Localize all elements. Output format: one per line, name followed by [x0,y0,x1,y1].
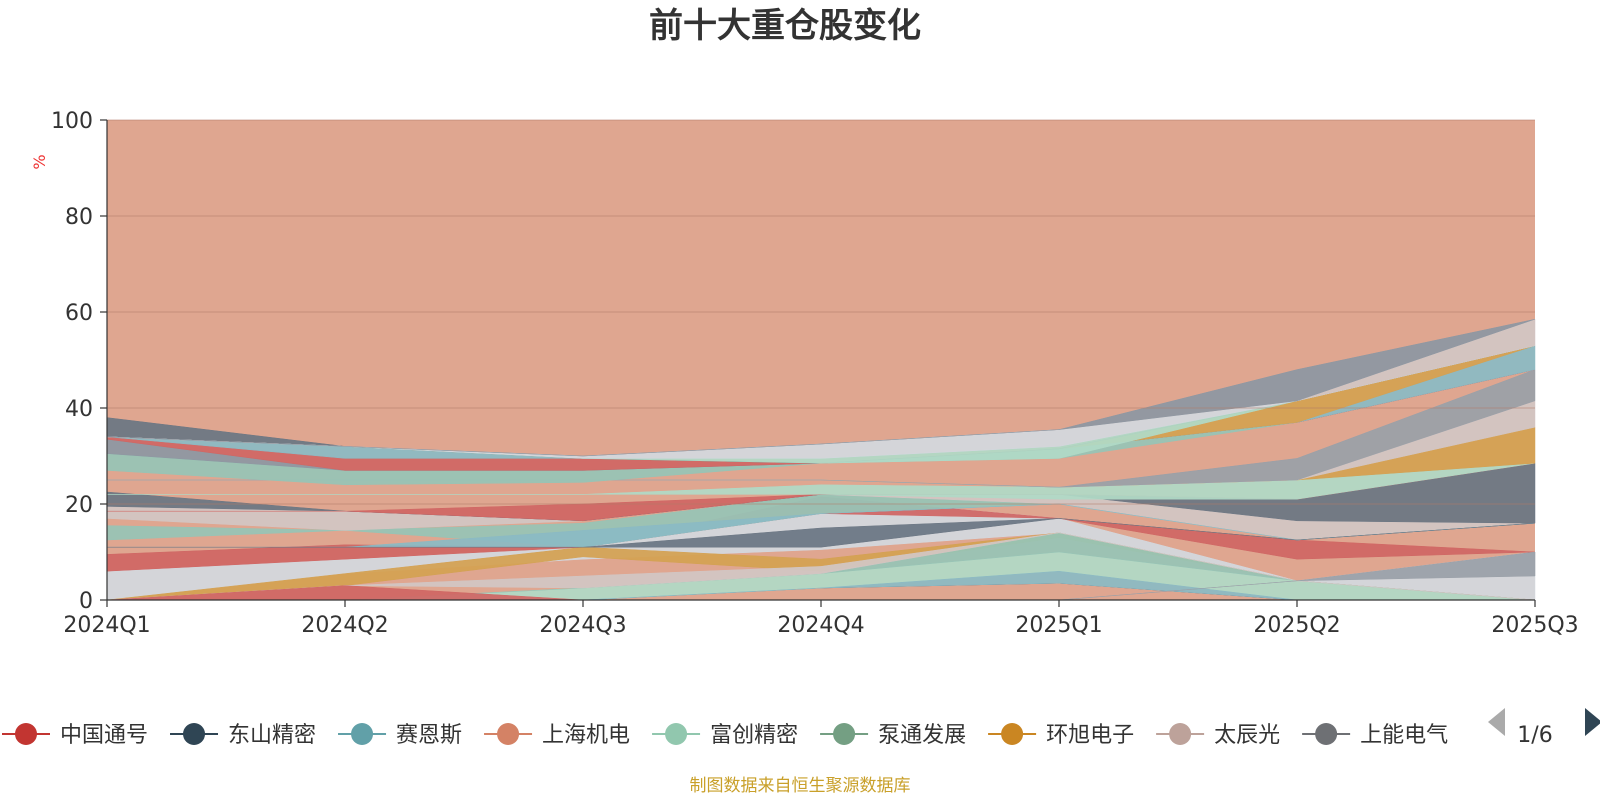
legend-label: 上能电气 [1360,723,1448,748]
axes: 0 20 40 60 80 100 2024Q1 2024Q2 2024Q3 2024Q4 2025… [51,109,1579,638]
y-tick-label: 40 [65,397,93,422]
y-tick-label: 100 [51,109,93,134]
legend-marker [183,723,206,745]
legend-label: 上海机电 [542,723,630,748]
legend-label: 富创精密 [710,723,798,748]
x-tick-label: 2025Q2 [1253,613,1340,638]
legend-label: 泵通发展 [878,723,966,748]
legend[interactable]: 中国通号 东山精密 赛恩斯 上海机电 富创精密 泵通发展 环旭电子 太辰光 上能电气 [2,723,1448,748]
legend-marker [351,723,374,745]
x-tick-label: 2024Q3 [539,613,626,638]
legend-label: 中国通号 [60,723,148,748]
legend-item[interactable]: 环旭电子 [988,723,1134,748]
legend-prev-icon[interactable] [1488,708,1505,736]
area-band-11 [107,369,1536,488]
legend-marker [833,723,856,745]
legend-page-indicator: 1/6 [1517,723,1552,748]
gridlines [107,119,1535,505]
y-tick-label: 80 [65,205,93,230]
legend-item[interactable]: 泵通发展 [820,723,966,748]
x-tick-label: 2024Q4 [777,613,864,638]
legend-item[interactable]: 赛恩斯 [338,723,462,748]
legend-label: 赛恩斯 [396,723,462,748]
area-band-29 [107,518,1536,548]
legend-marker [497,723,520,745]
x-tick-label: 2025Q3 [1491,613,1578,638]
legend-item[interactable]: 上海机电 [484,723,630,748]
legend-item[interactable]: 东山精密 [170,723,316,748]
legend-marker [665,723,688,745]
plot-area [106,120,1536,601]
y-tick-label: 60 [65,301,93,326]
legend-pager: 1/6 [1488,708,1600,748]
legend-label: 环旭电子 [1046,723,1134,748]
legend-label: 东山精密 [228,723,316,748]
y-tick-label: 20 [65,493,93,518]
legend-marker [1315,723,1338,745]
y-tick-label: 0 [79,589,93,614]
y-axis-label: % [30,154,49,169]
legend-item[interactable]: 太辰光 [1156,723,1280,748]
x-tick-label: 2025Q1 [1015,613,1102,638]
legend-item[interactable]: 上能电气 [1302,723,1448,748]
chart-title: 前十大重仓股变化 [649,6,921,46]
data-source-note: 制图数据来自恒生聚源数据库 [690,776,911,796]
legend-label: 太辰光 [1214,723,1280,748]
legend-item[interactable]: 富创精密 [652,723,798,748]
x-tick-label: 2024Q2 [301,613,388,638]
legend-item[interactable]: 中国通号 [2,723,148,748]
area-band-21 [106,318,1536,457]
x-tick-label: 2024Q1 [63,613,150,638]
legend-marker [1169,723,1192,745]
legend-marker [15,723,37,745]
legend-next-icon[interactable] [1585,708,1600,736]
legend-marker [1001,723,1024,745]
